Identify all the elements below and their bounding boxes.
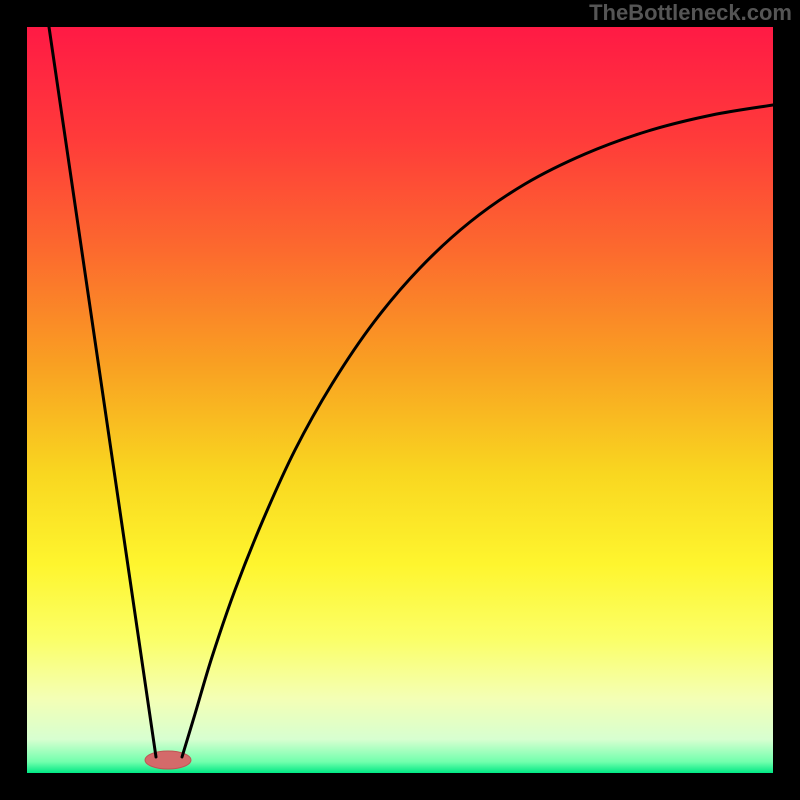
gradient-background — [27, 27, 773, 773]
watermark-text: TheBottleneck.com — [589, 0, 792, 26]
bottleneck-chart — [0, 0, 800, 800]
chart-container: TheBottleneck.com — [0, 0, 800, 800]
